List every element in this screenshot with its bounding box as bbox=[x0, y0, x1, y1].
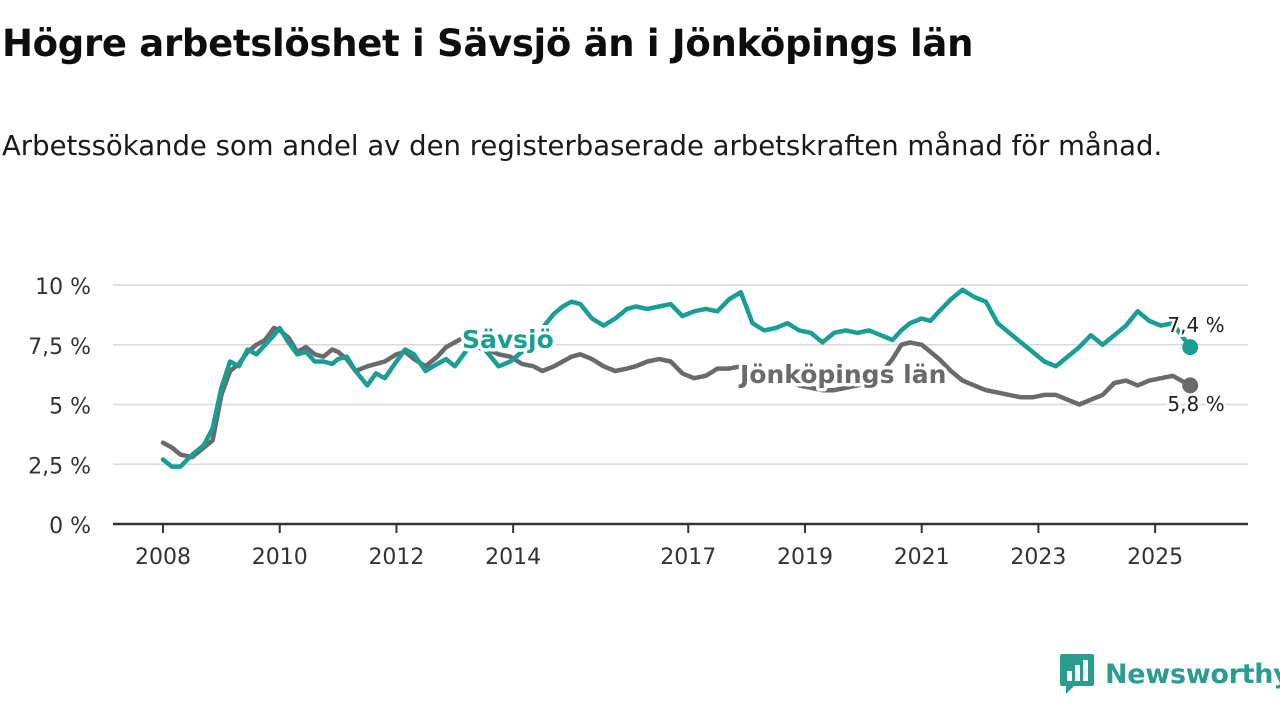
y-tick-label: 2,5 % bbox=[28, 454, 91, 479]
brand-name: Newsworthy bbox=[1105, 658, 1280, 690]
series-labels: Sävsjö Jönköpings län 7,4 % 5,8 % bbox=[459, 311, 1228, 419]
x-tick-label: 2012 bbox=[368, 545, 424, 570]
chart-title: Högre arbetslöshet i Sävsjö än i Jönköpi… bbox=[2, 22, 974, 65]
series-line-jonkopings-lan bbox=[160, 325, 1193, 460]
series-label-savsjo: Sävsjö bbox=[462, 325, 554, 354]
y-tick-label: 0 % bbox=[49, 514, 91, 539]
x-tick-label: 2017 bbox=[660, 545, 716, 570]
x-tick-label: 2023 bbox=[1010, 545, 1066, 570]
y-tick-label: 5 % bbox=[49, 395, 91, 420]
series-line-savsjo bbox=[160, 287, 1193, 469]
end-point-jonkopings-lan bbox=[1182, 377, 1199, 394]
series-label-jonkopings-lan: Jönköpings län bbox=[738, 360, 946, 389]
x-tick-label: 2014 bbox=[485, 545, 541, 570]
y-tick-label: 7,5 % bbox=[28, 335, 91, 360]
newsworthy-logo[interactable]: Newsworthy bbox=[1058, 652, 1280, 696]
gridlines bbox=[113, 284, 1248, 465]
x-tick-label: 2019 bbox=[777, 545, 833, 570]
end-point-savsjo bbox=[1182, 339, 1199, 356]
y-axis: 0 % 2,5 % 5 % 7,5 % 10 % bbox=[28, 275, 91, 539]
newsworthy-logo-icon bbox=[1060, 654, 1094, 694]
y-tick-label: 10 % bbox=[35, 275, 91, 300]
chart-subtitle: Arbetssökande som andel av den registerb… bbox=[2, 130, 1163, 162]
x-tick-label: 2010 bbox=[252, 545, 308, 570]
x-axis: 2008 2010 2012 2014 2017 2019 2021 2023 2025 bbox=[113, 522, 1248, 570]
end-label-jonkopings-lan: 5,8 % bbox=[1167, 392, 1224, 416]
series-lines bbox=[160, 287, 1199, 469]
x-tick-label: 2025 bbox=[1127, 545, 1183, 570]
x-tick-label: 2008 bbox=[135, 545, 191, 570]
end-label-savsjo: 7,4 % bbox=[1167, 313, 1224, 337]
x-tick-label: 2021 bbox=[894, 545, 950, 570]
